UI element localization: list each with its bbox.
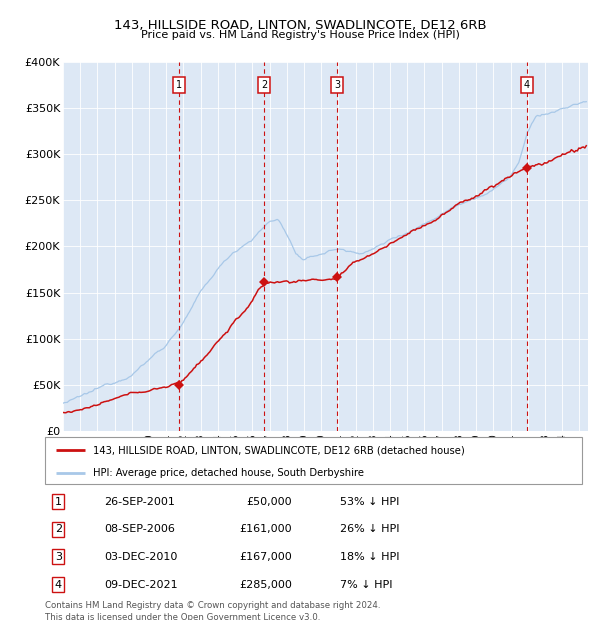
Text: 143, HILLSIDE ROAD, LINTON, SWADLINCOTE, DE12 6RB: 143, HILLSIDE ROAD, LINTON, SWADLINCOTE,… [113,19,487,32]
Text: £167,000: £167,000 [239,552,292,562]
Text: 1: 1 [55,497,62,507]
Text: 4: 4 [524,80,530,90]
Text: 09-DEC-2021: 09-DEC-2021 [104,580,178,590]
Text: 03-DEC-2010: 03-DEC-2010 [104,552,178,562]
Text: 3: 3 [55,552,62,562]
Text: 143, HILLSIDE ROAD, LINTON, SWADLINCOTE, DE12 6RB (detached house): 143, HILLSIDE ROAD, LINTON, SWADLINCOTE,… [94,445,465,455]
Text: 26-SEP-2001: 26-SEP-2001 [104,497,175,507]
Text: 1: 1 [176,80,182,90]
Text: 7% ↓ HPI: 7% ↓ HPI [340,580,393,590]
FancyBboxPatch shape [45,437,582,484]
Text: 4: 4 [55,580,62,590]
Text: 53% ↓ HPI: 53% ↓ HPI [340,497,400,507]
Text: 2: 2 [55,525,62,534]
Text: 18% ↓ HPI: 18% ↓ HPI [340,552,400,562]
Text: 26% ↓ HPI: 26% ↓ HPI [340,525,400,534]
Text: 3: 3 [334,80,340,90]
Text: Price paid vs. HM Land Registry's House Price Index (HPI): Price paid vs. HM Land Registry's House … [140,30,460,40]
Text: This data is licensed under the Open Government Licence v3.0.: This data is licensed under the Open Gov… [45,613,320,620]
Text: HPI: Average price, detached house, South Derbyshire: HPI: Average price, detached house, Sout… [94,468,364,479]
Text: £50,000: £50,000 [247,497,292,507]
Text: 2: 2 [261,80,268,90]
Text: £161,000: £161,000 [239,525,292,534]
Text: 08-SEP-2006: 08-SEP-2006 [104,525,175,534]
Text: £285,000: £285,000 [239,580,292,590]
Text: Contains HM Land Registry data © Crown copyright and database right 2024.: Contains HM Land Registry data © Crown c… [45,601,380,611]
